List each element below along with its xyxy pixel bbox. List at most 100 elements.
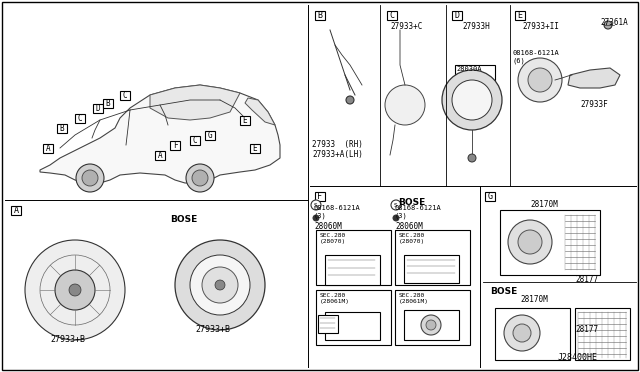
Text: A: A (13, 205, 19, 215)
Text: 27933+B: 27933+B (50, 335, 85, 344)
Bar (387, 10, 397, 19)
Polygon shape (40, 85, 280, 183)
Text: 08168-6121A
(3): 08168-6121A (3) (314, 205, 361, 218)
Text: B: B (60, 124, 64, 132)
Text: 27933F: 27933F (580, 100, 608, 109)
Circle shape (513, 324, 531, 342)
Bar (240, 115, 250, 125)
Text: S: S (314, 202, 318, 208)
Text: D: D (96, 103, 100, 112)
Text: 27933+B: 27933+B (195, 325, 230, 334)
Text: C: C (77, 113, 83, 122)
Text: 08168-6121A
(6): 08168-6121A (6) (513, 50, 560, 64)
Bar (500, 210, 600, 275)
Text: E: E (243, 115, 247, 125)
Bar (575, 308, 630, 360)
Text: A: A (157, 151, 163, 160)
Circle shape (452, 80, 492, 120)
Text: E: E (253, 144, 257, 153)
Bar (155, 151, 165, 160)
Text: A: A (45, 144, 51, 153)
Text: 08168-6121A
(3): 08168-6121A (3) (395, 205, 442, 218)
Text: 28177: 28177 (575, 275, 598, 284)
Text: F: F (317, 192, 323, 201)
Polygon shape (245, 98, 275, 125)
Bar (455, 65, 495, 80)
Circle shape (604, 21, 612, 29)
Text: 28060M: 28060M (395, 222, 423, 231)
Polygon shape (568, 68, 620, 88)
Text: E: E (518, 10, 522, 19)
Text: 28030A: 28030A (456, 66, 481, 72)
Circle shape (528, 68, 552, 92)
Text: S: S (394, 202, 398, 208)
Circle shape (385, 85, 425, 125)
Text: C: C (193, 135, 197, 144)
Text: 27933H: 27933H (462, 22, 490, 31)
Bar (120, 90, 130, 99)
Bar (318, 315, 338, 333)
Bar (515, 10, 525, 19)
Bar (11, 205, 21, 215)
Circle shape (25, 240, 125, 340)
Circle shape (393, 215, 399, 221)
Circle shape (186, 164, 214, 192)
Text: C: C (390, 10, 394, 19)
Circle shape (421, 315, 441, 335)
Bar (57, 124, 67, 132)
Text: 28170M: 28170M (530, 200, 557, 209)
Circle shape (82, 170, 98, 186)
Bar (404, 310, 459, 340)
Circle shape (175, 240, 265, 330)
Bar (315, 192, 325, 201)
Circle shape (508, 220, 552, 264)
Text: B: B (317, 10, 323, 19)
Text: 28060M: 28060M (314, 222, 342, 231)
Bar (190, 135, 200, 144)
Circle shape (69, 284, 81, 296)
Text: G: G (208, 131, 212, 140)
Text: SEC.280
(28061M): SEC.280 (28061M) (320, 293, 350, 304)
Bar (395, 290, 470, 345)
Bar (495, 308, 570, 360)
Bar (404, 255, 459, 283)
Circle shape (504, 315, 540, 351)
Bar (75, 113, 85, 122)
Bar (325, 255, 380, 285)
Circle shape (55, 270, 95, 310)
Circle shape (391, 200, 401, 210)
Circle shape (311, 200, 321, 210)
Text: C: C (123, 90, 127, 99)
Bar (103, 99, 113, 108)
Circle shape (346, 96, 354, 104)
Text: 27933+A(LH): 27933+A(LH) (312, 150, 363, 159)
Text: 27933  (RH): 27933 (RH) (312, 140, 363, 149)
Bar (205, 131, 215, 140)
Bar (315, 10, 325, 19)
Polygon shape (150, 85, 240, 120)
Circle shape (313, 215, 319, 221)
Bar (43, 144, 53, 153)
Text: D: D (454, 10, 460, 19)
Bar (93, 103, 103, 112)
Text: 27361A: 27361A (600, 18, 628, 27)
Text: SEC.280
(28070): SEC.280 (28070) (399, 233, 425, 244)
Text: 27933+II: 27933+II (522, 22, 559, 31)
Text: 27933+C: 27933+C (390, 22, 422, 31)
Text: F: F (173, 141, 177, 150)
Bar (316, 290, 391, 345)
Bar (325, 312, 380, 340)
Text: J28400HE: J28400HE (558, 353, 598, 362)
Text: SEC.280
(28070): SEC.280 (28070) (320, 233, 346, 244)
Text: G: G (488, 192, 493, 201)
Circle shape (215, 280, 225, 290)
Text: BOSE: BOSE (490, 287, 517, 296)
Text: B: B (106, 99, 110, 108)
Bar (250, 144, 260, 153)
Bar (316, 230, 391, 285)
Circle shape (76, 164, 104, 192)
Circle shape (518, 58, 562, 102)
Text: SEC.280
(28061M): SEC.280 (28061M) (399, 293, 429, 304)
Circle shape (518, 230, 542, 254)
Bar (485, 192, 495, 201)
